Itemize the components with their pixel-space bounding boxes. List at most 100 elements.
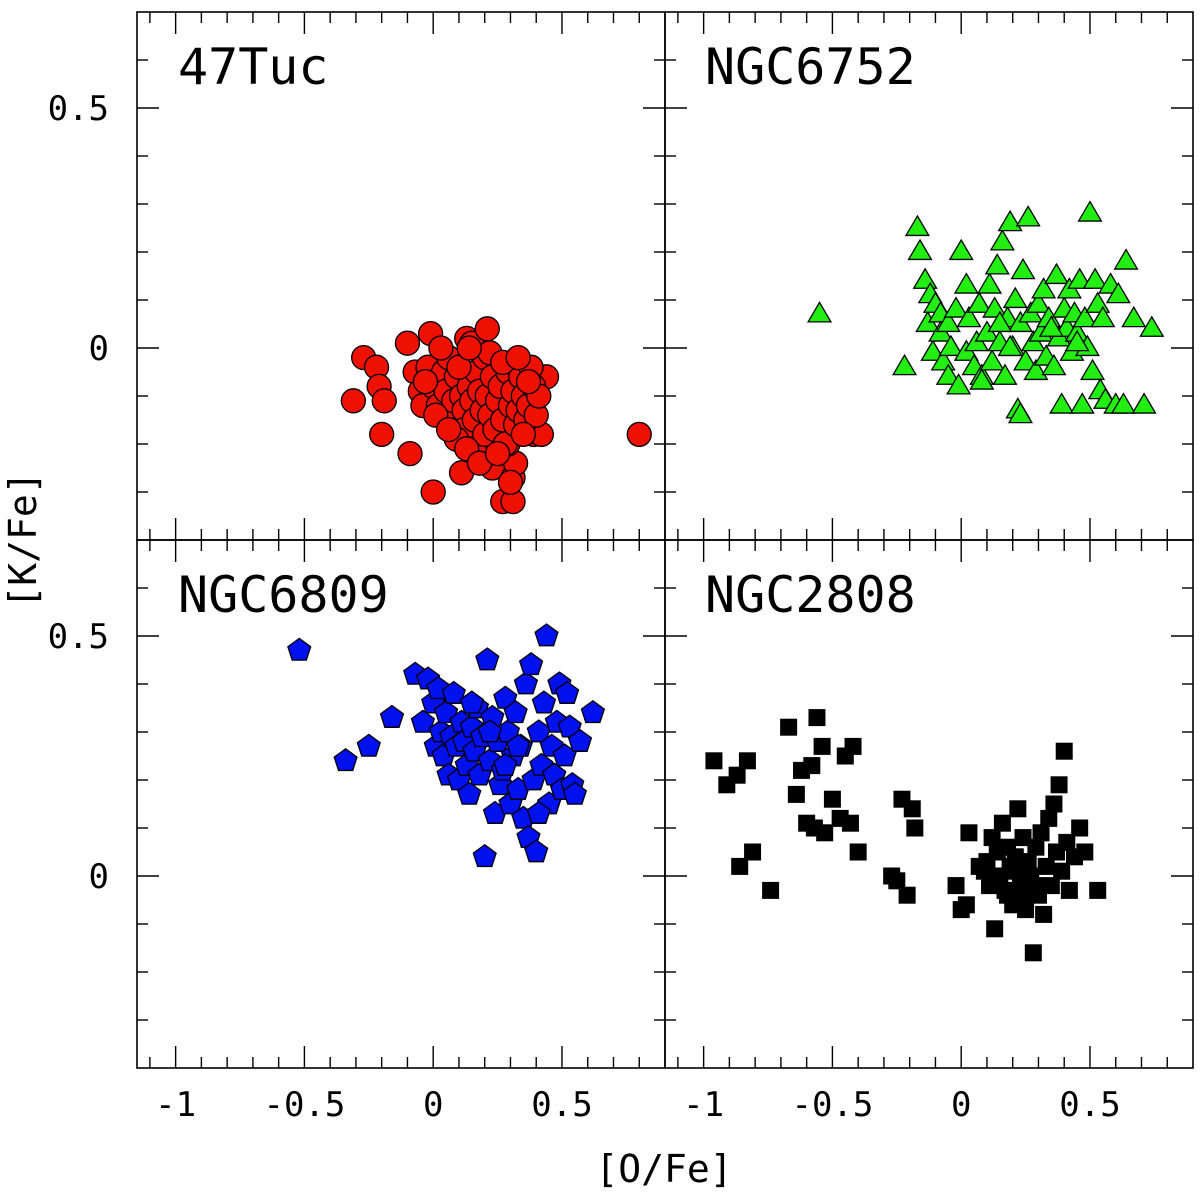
data-point <box>287 637 312 661</box>
data-point <box>946 373 972 395</box>
data-point <box>531 690 557 714</box>
data-point <box>728 766 746 784</box>
data-point <box>1053 862 1071 880</box>
data-point <box>1014 886 1032 904</box>
panel-ngc6752: NGC6752 <box>664 11 1194 541</box>
data-point <box>456 335 482 361</box>
data-point <box>1037 857 1055 875</box>
data-point <box>1069 392 1095 414</box>
data-point <box>888 872 906 890</box>
x-tick-label: -0.5 <box>791 1085 873 1125</box>
x-tick-label: 0 <box>423 1085 443 1125</box>
data-point <box>984 253 1010 275</box>
data-point <box>1076 843 1094 861</box>
data-point <box>953 272 979 294</box>
x-tick-label: 0 <box>951 1085 971 1125</box>
data-point <box>823 790 841 808</box>
data-point <box>891 353 918 376</box>
data-point <box>1085 291 1111 313</box>
data-point <box>1009 800 1027 818</box>
x-axis-title: [O/Fe] <box>595 1147 732 1191</box>
data-point <box>907 238 933 261</box>
data-point <box>938 334 964 357</box>
data-point <box>1064 329 1090 352</box>
data-point <box>1043 262 1070 285</box>
data-point <box>441 680 466 704</box>
data-point <box>580 699 606 724</box>
y-tick-label: 0.5 <box>48 617 109 657</box>
data-point <box>816 824 834 842</box>
data-point <box>1006 862 1024 880</box>
x-tick-label: -0.5 <box>263 1085 345 1125</box>
panel-title: NGC6752 <box>705 38 916 96</box>
data-point <box>997 334 1023 357</box>
data-point <box>1113 248 1139 270</box>
data-point <box>904 214 930 237</box>
data-point <box>948 238 974 261</box>
data-point <box>410 709 436 733</box>
data-point <box>1027 877 1045 895</box>
data-point <box>983 829 1001 847</box>
data-point <box>1131 392 1157 414</box>
data-point <box>412 368 439 395</box>
data-point <box>435 416 462 443</box>
data-point <box>849 843 867 861</box>
data-point <box>1041 353 1067 376</box>
data-point <box>731 857 749 875</box>
data-point <box>506 733 531 757</box>
panel-ngc6809: 0 0.5 -1 -0.5 0 0.5 NGC6809 <box>48 539 666 1125</box>
data-point <box>1023 358 1049 381</box>
data-point <box>1050 776 1068 794</box>
data-point <box>497 469 524 496</box>
y-axis-title: [K/Fe] <box>1 471 45 608</box>
data-point <box>333 747 358 772</box>
data-point <box>705 752 723 770</box>
data-point <box>1110 392 1136 414</box>
data-point <box>986 920 1004 938</box>
data-point <box>1007 401 1033 424</box>
data-point <box>503 699 528 724</box>
data-point <box>999 886 1017 904</box>
data-point <box>369 421 395 448</box>
data-point <box>1013 349 1039 371</box>
data-point <box>813 737 831 755</box>
data-point <box>738 752 756 770</box>
data-point <box>1038 315 1064 337</box>
y-tick-label: 0 <box>89 329 109 369</box>
x-tick-label: 0.5 <box>1059 1085 1120 1125</box>
data-point <box>518 651 544 676</box>
data-point <box>459 690 484 714</box>
data-point <box>1058 833 1076 851</box>
data-point <box>420 479 446 505</box>
data-point <box>903 800 921 818</box>
data-point <box>1077 200 1103 222</box>
data-point <box>844 737 862 755</box>
data-point <box>947 877 965 895</box>
x-tick-label: -1 <box>155 1085 196 1125</box>
plot-frame <box>664 539 1194 1069</box>
data-point <box>477 719 503 743</box>
data-point <box>1015 205 1041 227</box>
y-tick-label: 0.5 <box>48 89 109 129</box>
data-point <box>841 814 859 832</box>
data-point <box>484 440 511 467</box>
data-point <box>966 291 992 313</box>
data-point <box>474 316 500 342</box>
data-point <box>969 368 995 390</box>
data-point <box>1042 877 1060 895</box>
data-point <box>898 886 916 904</box>
data-point <box>493 752 518 776</box>
data-point <box>960 824 978 842</box>
data-point <box>1049 392 1075 414</box>
data-point <box>1089 881 1107 899</box>
data-point <box>1055 742 1073 760</box>
panel-47tuc: 0 0.5 47Tuc <box>48 11 666 541</box>
data-point <box>524 839 549 863</box>
panel-title: 47Tuc <box>178 38 329 96</box>
data-point <box>428 335 454 361</box>
data-point <box>1024 944 1042 962</box>
panel-title: NGC6809 <box>178 566 389 624</box>
data-point <box>554 680 580 704</box>
data-point <box>1105 281 1131 304</box>
